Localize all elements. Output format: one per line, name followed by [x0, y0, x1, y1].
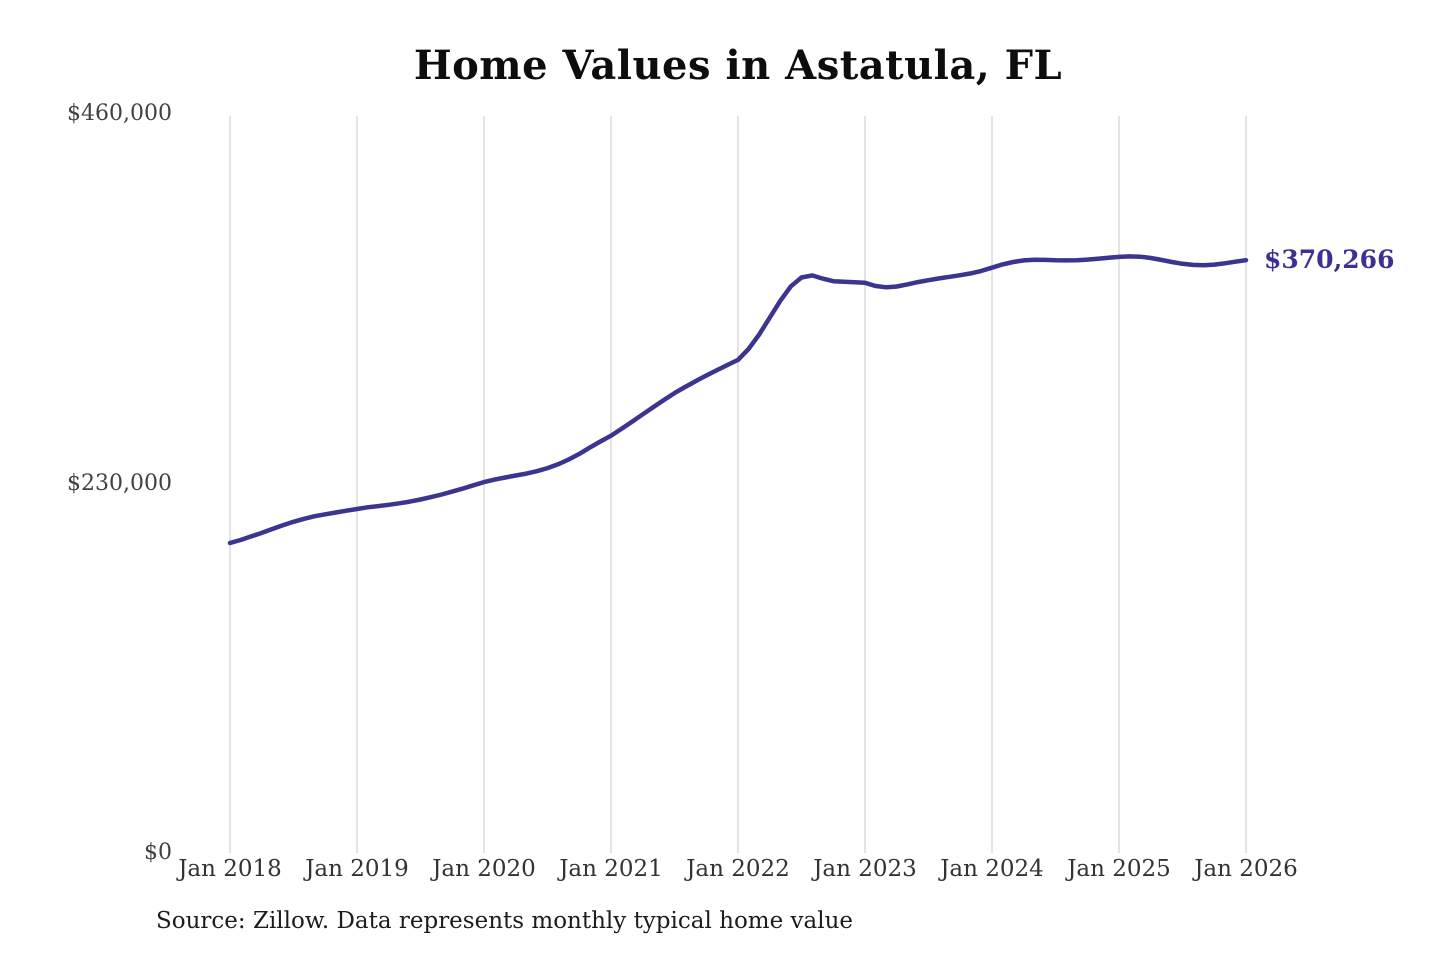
y-axis-tick-label: $0 — [144, 840, 172, 865]
x-axis-tick-label: Jan 2019 — [305, 856, 409, 882]
x-axis-tick-label: Jan 2024 — [940, 856, 1044, 882]
x-axis-tick-label: Jan 2023 — [813, 856, 917, 882]
x-axis-tick-label: Jan 2026 — [1194, 856, 1298, 882]
chart-title: Home Values in Astatula, FL — [413, 42, 1063, 89]
x-axis-tick-label: Jan 2025 — [1067, 856, 1171, 882]
x-axis-tick-label: Jan 2021 — [559, 856, 663, 882]
source-note: Source: Zillow. Data represents monthly … — [156, 908, 854, 934]
y-axis-tick-label: $460,000 — [67, 101, 172, 126]
home-value-line — [227, 254, 1249, 546]
x-axis-tick-label: Jan 2022 — [686, 856, 790, 882]
y-axis-tick-label: $230,000 — [67, 470, 172, 496]
gridlines-group — [229, 116, 1247, 853]
x-axis-tick-label: Jan 2020 — [432, 856, 536, 882]
x-axis-tick-label: Jan 2018 — [178, 856, 282, 882]
latest-value-label: $370,266 — [1264, 245, 1395, 275]
